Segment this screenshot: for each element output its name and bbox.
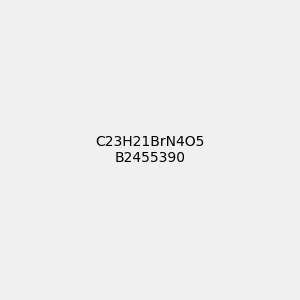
- Text: C23H21BrN4O5
B2455390: C23H21BrN4O5 B2455390: [95, 135, 205, 165]
